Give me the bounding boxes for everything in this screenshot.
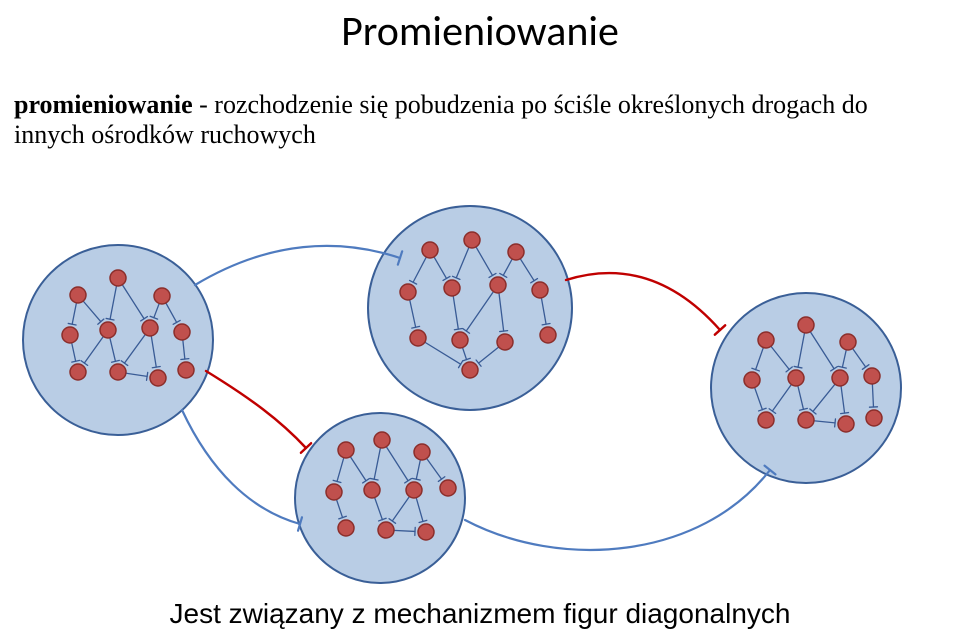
inter-edge xyxy=(566,273,720,330)
neuron-node xyxy=(864,368,880,384)
neuron-node xyxy=(338,442,354,458)
neuron-node xyxy=(744,372,760,388)
neuron-node xyxy=(400,284,416,300)
neuron-node xyxy=(70,364,86,380)
neuron-node xyxy=(532,282,548,298)
neuron-node xyxy=(178,362,194,378)
neuron-node xyxy=(798,317,814,333)
neuron-node xyxy=(410,330,426,346)
neuron-node xyxy=(540,327,556,343)
neuron-node xyxy=(452,332,468,348)
neuron-node xyxy=(150,370,166,386)
neuron-node xyxy=(110,364,126,380)
neuron-node xyxy=(414,444,430,460)
neuron-node xyxy=(798,412,814,428)
neuron-node xyxy=(866,410,882,426)
neuron-node xyxy=(758,412,774,428)
inter-edge xyxy=(195,246,400,285)
neuron-node xyxy=(154,288,170,304)
inter-edge xyxy=(182,410,300,524)
neuron-node xyxy=(464,232,480,248)
neuron-node xyxy=(62,327,78,343)
neuron-node xyxy=(788,370,804,386)
neuron-node xyxy=(364,482,380,498)
neuron-node xyxy=(378,522,394,538)
neuron-node xyxy=(758,332,774,348)
neuron-node xyxy=(422,242,438,258)
neuron-node xyxy=(338,520,354,536)
caption-text: Jest związany z mechanizmem figur diagon… xyxy=(0,598,960,630)
neuron-node xyxy=(418,524,434,540)
neuron-node xyxy=(374,432,390,448)
neuron-node xyxy=(444,280,460,296)
neuron-node xyxy=(508,244,524,260)
inter-edge xyxy=(206,371,306,448)
neuron-node xyxy=(142,320,158,336)
neuron-node xyxy=(490,277,506,293)
neuron-node xyxy=(110,270,126,286)
neuron-node xyxy=(497,334,513,350)
neuron-node xyxy=(326,484,342,500)
neuron-node xyxy=(832,370,848,386)
network-diagram xyxy=(0,0,960,640)
inter-edge xyxy=(465,470,770,550)
neuron-node xyxy=(406,482,422,498)
neuron-node xyxy=(838,416,854,432)
neuron-node xyxy=(174,324,190,340)
neuron-node xyxy=(440,480,456,496)
neuron-node xyxy=(840,334,856,350)
neuron-node xyxy=(70,287,86,303)
neuron-node xyxy=(462,362,478,378)
neuron-node xyxy=(100,322,116,338)
